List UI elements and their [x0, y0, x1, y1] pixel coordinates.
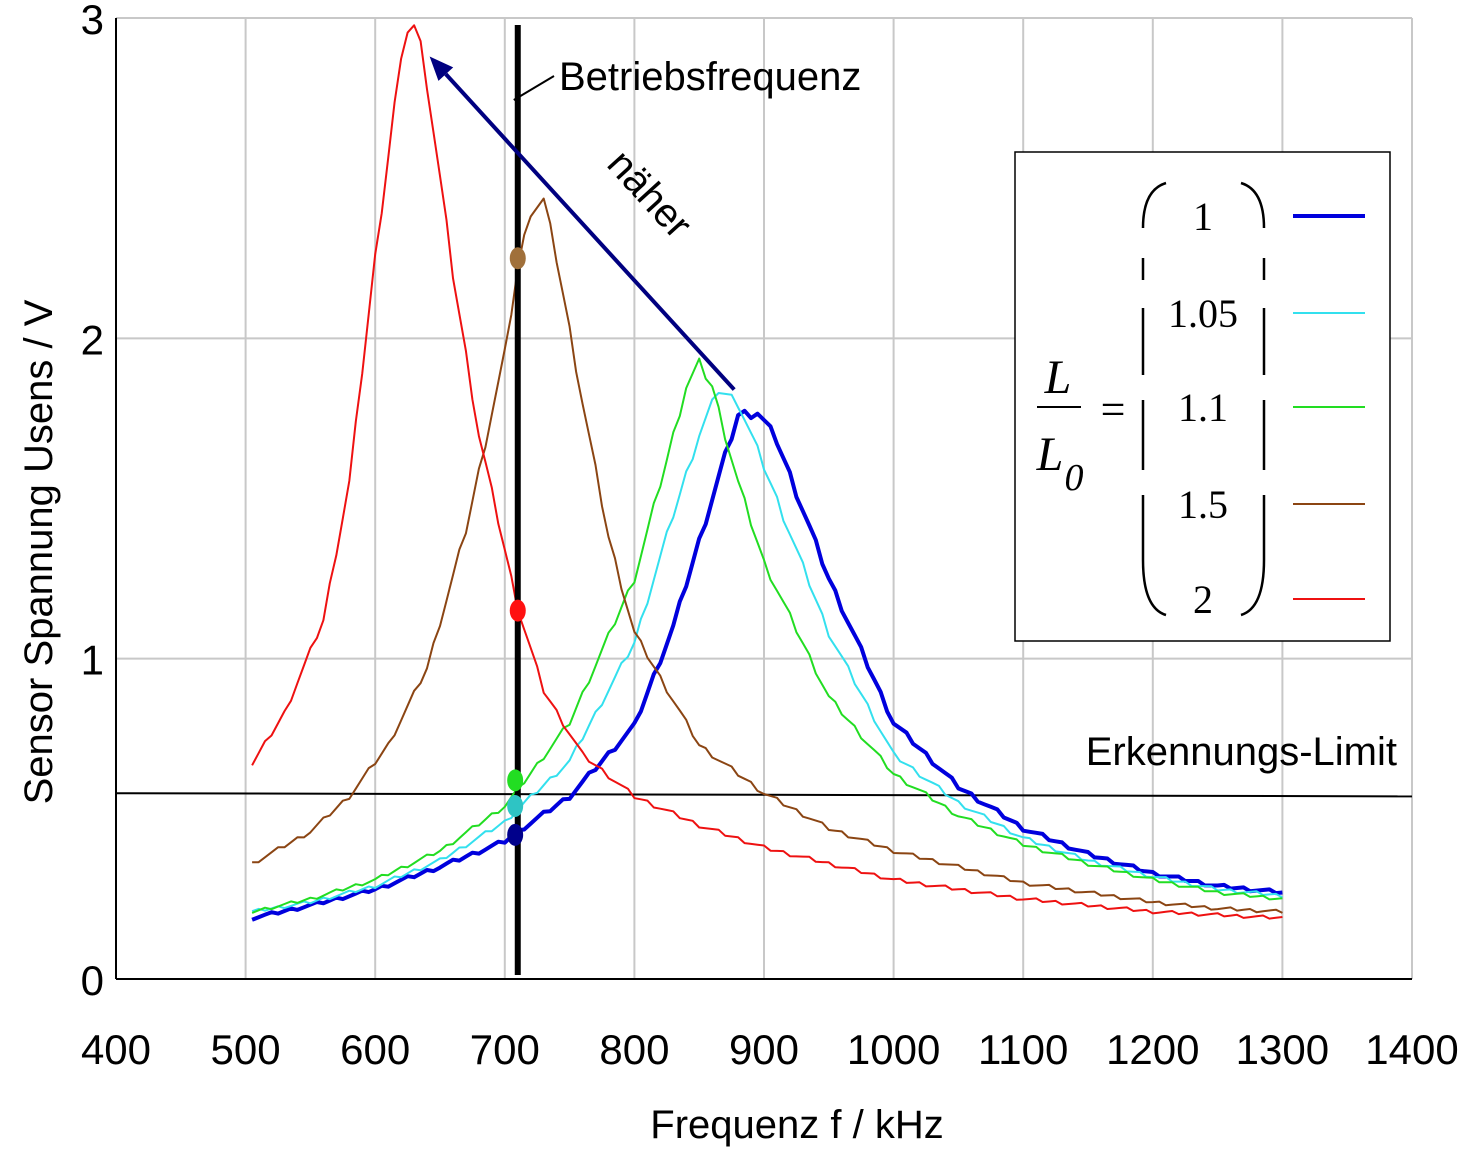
legend-equals: =: [1101, 385, 1126, 434]
y-tick-label-2: 2: [81, 316, 104, 363]
legend-entry-label-2: 2: [1193, 577, 1213, 622]
legend-lhs-subscript: 0: [1065, 457, 1084, 499]
y-tick-label-3: 3: [81, 0, 104, 43]
closer-arrow-line: [446, 74, 734, 389]
x-tick-label-800: 800: [599, 1026, 669, 1073]
x-tick-label-1200: 1200: [1106, 1026, 1199, 1073]
detection-limit-label: Erkennungs-Limit: [1086, 730, 1397, 774]
legend-entry-label-1: 1: [1193, 194, 1213, 239]
legend-entry-label-1_05: 1.05: [1168, 291, 1238, 336]
operating-point-marker-2: [510, 600, 526, 622]
closer-arrow: näher: [430, 56, 735, 389]
x-axis-title: Frequenz f / kHz: [650, 1103, 943, 1147]
legend-entry-label-1_5: 1.5: [1178, 482, 1228, 527]
legend-lhs-numerator: L: [1044, 351, 1072, 404]
x-tick-label-700: 700: [470, 1026, 540, 1073]
operating-point-marker-1_05: [507, 795, 523, 817]
x-tick-label-1100: 1100: [978, 1026, 1068, 1073]
x-tick-label-500: 500: [211, 1026, 281, 1073]
legend-lhs-denominator: L: [1036, 428, 1064, 481]
operating-frequency-label: Betriebsfrequenz: [559, 55, 861, 99]
legend-entry-label-1_1: 1.1: [1178, 385, 1228, 430]
x-tick-label-1300: 1300: [1236, 1026, 1329, 1073]
operating-point-marker-1: [507, 824, 523, 846]
legend: L L 0 = 1 1.05 1.1 1.5 2: [1015, 152, 1390, 641]
y-axis-title: Sensor Spannung Usens / V: [17, 299, 61, 804]
x-tick-label-600: 600: [340, 1026, 410, 1073]
operating-point-marker-1_5: [510, 247, 526, 269]
y-tick-label-1: 1: [81, 637, 104, 684]
closer-arrow-label: näher: [599, 142, 700, 247]
x-tick-label-400: 400: [81, 1026, 151, 1073]
x-tick-label-900: 900: [729, 1026, 799, 1073]
operating-point-marker-1_1: [507, 769, 523, 791]
operating-frequency: Betriebsfrequenz: [514, 25, 862, 975]
x-tick-label-1400: 1400: [1365, 1026, 1458, 1073]
x-tick-label-1000: 1000: [847, 1026, 940, 1073]
y-tick-label-0: 0: [81, 957, 104, 1004]
